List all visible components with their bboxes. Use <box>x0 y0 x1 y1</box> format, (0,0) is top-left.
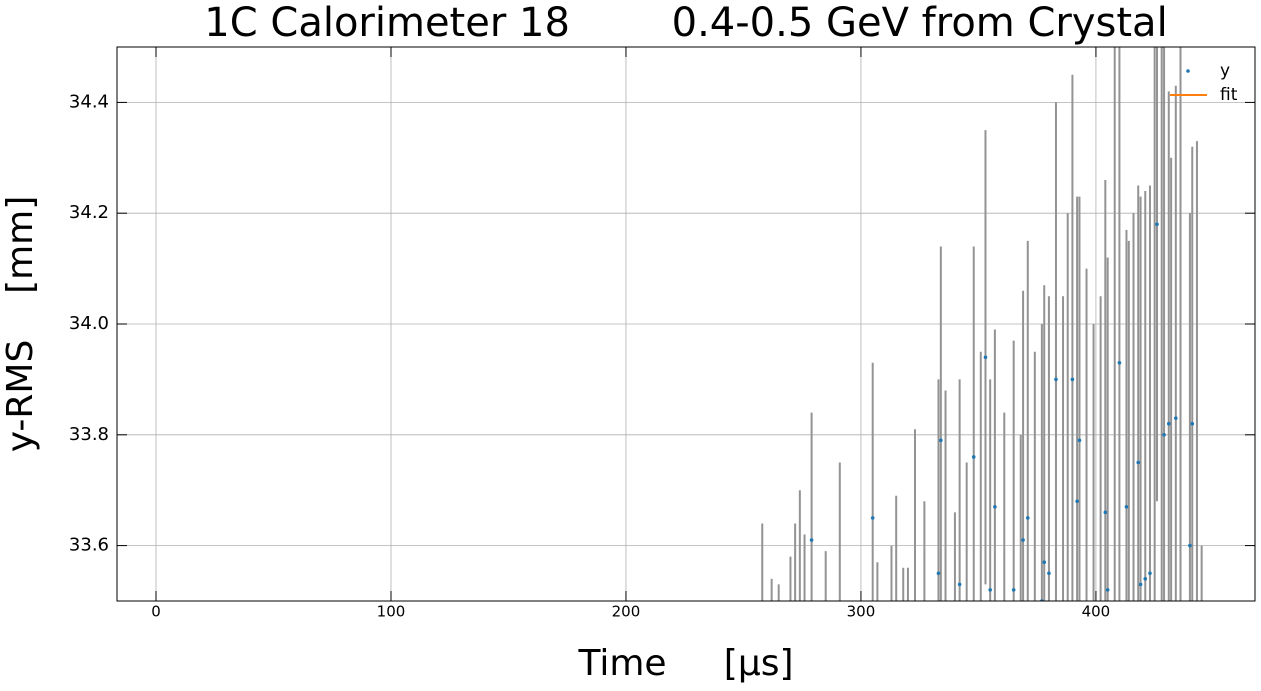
y-axis-label: y-RMS [mm] <box>0 196 41 453</box>
data-point <box>993 505 997 509</box>
x-tick-label: 300 <box>847 603 876 621</box>
y-tick-label: 33.8 <box>69 424 109 445</box>
data-point <box>1105 588 1110 592</box>
data-point <box>1143 577 1148 581</box>
y-tick-label: 34.4 <box>69 91 109 112</box>
data-point <box>971 455 976 459</box>
y-tick-label: 34.2 <box>69 202 109 223</box>
data-point <box>1075 499 1079 504</box>
data-point <box>1042 560 1047 565</box>
data-point <box>1054 377 1058 382</box>
data-point <box>1155 222 1159 227</box>
x-tick-label: 100 <box>377 603 406 621</box>
data-point <box>936 571 941 576</box>
x-tick-label: 200 <box>612 603 641 621</box>
grid: 0 100 200 300 400 33.6 33.8 34.0 34.2 34.4 <box>69 47 1255 621</box>
data-point <box>1136 460 1141 465</box>
data-point <box>1166 421 1171 426</box>
data-point <box>1162 433 1166 437</box>
y-tick-label: 34.0 <box>69 313 109 334</box>
legend-marker <box>1186 69 1190 73</box>
data-point <box>1174 416 1178 420</box>
data-point <box>1188 543 1192 548</box>
data-point <box>1138 582 1143 587</box>
data-point <box>1011 588 1016 592</box>
data-point <box>1124 505 1129 509</box>
data-point <box>1117 360 1122 365</box>
data-point <box>1047 571 1051 576</box>
data-point <box>1190 421 1195 426</box>
x-tick-label: 400 <box>1082 603 1111 621</box>
data-point <box>1103 510 1108 515</box>
data-point <box>1025 516 1030 520</box>
plot-frame <box>116 46 1256 602</box>
data-point <box>983 355 988 360</box>
data-point <box>1077 438 1082 443</box>
legend-label: fit <box>1220 85 1238 105</box>
data-point <box>939 438 943 443</box>
chart-title: 1C Calorimeter 18 0.4-0.5 GeV from Cryst… <box>204 0 1167 46</box>
data-point <box>809 538 814 542</box>
data-point <box>1070 377 1075 382</box>
data-point <box>1021 538 1025 542</box>
data-point <box>957 582 962 587</box>
data-point <box>988 588 992 592</box>
data-point <box>1066 655 1070 659</box>
data-point <box>1148 571 1152 576</box>
x-tick-label: 0 <box>151 603 161 621</box>
legend: y fit <box>1170 61 1238 105</box>
x-axis-label: Time [μs] <box>577 643 793 684</box>
data-point <box>870 516 875 520</box>
y-tick-label: 33.6 <box>69 535 109 556</box>
legend-label: y <box>1220 61 1230 81</box>
plot-area <box>761 47 1203 659</box>
